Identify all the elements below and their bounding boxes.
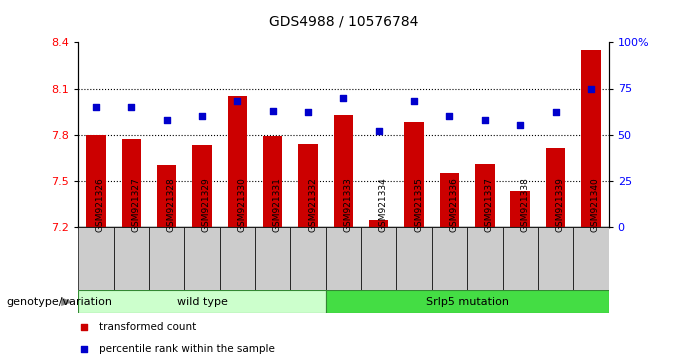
Bar (86, 135, 105, 227)
Text: GSM921340: GSM921340 (591, 177, 600, 232)
Bar (299, 144, 318, 227)
Bar (157, 165, 176, 227)
Text: GSM921338: GSM921338 (520, 177, 529, 232)
Point (409, 98, 420, 104)
Text: transformed count: transformed count (99, 322, 197, 332)
Text: GSM921330: GSM921330 (237, 177, 246, 232)
Bar (290, 227, 326, 290)
Text: percentile rank within the sample: percentile rank within the sample (99, 344, 275, 354)
Bar (467, 227, 503, 290)
Point (126, 104, 137, 110)
Text: wild type: wild type (177, 297, 227, 307)
Bar (78, 290, 326, 313)
Text: genotype/variation: genotype/variation (7, 297, 113, 307)
Bar (78, 227, 114, 290)
Point (585, 86, 596, 91)
Bar (263, 136, 282, 227)
Bar (440, 173, 459, 227)
Point (78, 325, 89, 330)
Bar (396, 227, 432, 290)
Text: GDS4988 / 10576784: GDS4988 / 10576784 (269, 14, 418, 28)
Bar (114, 227, 149, 290)
Text: GSM921328: GSM921328 (167, 177, 175, 232)
Bar (511, 191, 530, 227)
Text: GSM921336: GSM921336 (449, 177, 458, 232)
Point (550, 110, 561, 115)
Bar (255, 227, 290, 290)
Point (267, 108, 278, 113)
Text: GSM921327: GSM921327 (131, 177, 140, 232)
Bar (432, 227, 467, 290)
Bar (538, 227, 573, 290)
Bar (475, 164, 494, 227)
Bar (184, 227, 220, 290)
Point (479, 117, 490, 122)
Bar (192, 145, 211, 227)
Point (232, 98, 243, 104)
Point (197, 113, 207, 119)
Point (338, 95, 349, 101)
Bar (149, 227, 184, 290)
Point (303, 110, 313, 115)
Bar (573, 227, 609, 290)
Text: GSM921326: GSM921326 (96, 177, 105, 232)
Text: GSM921339: GSM921339 (556, 177, 564, 232)
Bar (326, 227, 361, 290)
Point (90, 104, 101, 110)
Bar (334, 115, 353, 227)
Text: GSM921335: GSM921335 (414, 177, 423, 232)
Point (515, 122, 526, 128)
Point (161, 117, 172, 122)
Point (444, 113, 455, 119)
Text: Srlp5 mutation: Srlp5 mutation (426, 297, 509, 307)
Bar (581, 50, 600, 227)
Text: GSM921332: GSM921332 (308, 177, 317, 232)
Bar (405, 122, 424, 227)
Bar (220, 227, 255, 290)
Text: GSM921329: GSM921329 (202, 177, 211, 232)
Bar (326, 290, 609, 313)
Point (373, 128, 384, 134)
Text: GSM921337: GSM921337 (485, 177, 494, 232)
Bar (361, 227, 396, 290)
Bar (546, 148, 565, 227)
Text: GSM921331: GSM921331 (273, 177, 282, 232)
Bar (122, 139, 141, 227)
Bar (503, 227, 538, 290)
Text: GSM921333: GSM921333 (343, 177, 352, 232)
Polygon shape (61, 297, 73, 306)
Text: GSM921334: GSM921334 (379, 177, 388, 232)
Point (78, 346, 89, 352)
Bar (369, 221, 388, 227)
Bar (228, 96, 247, 227)
